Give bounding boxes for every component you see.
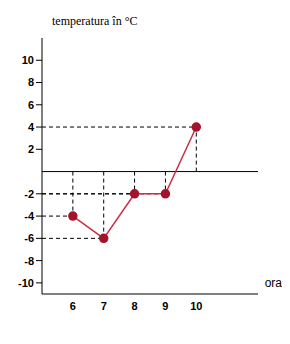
svg-text:-2: -2	[24, 188, 34, 200]
svg-text:10: 10	[22, 54, 34, 66]
html-text:temperatura în °C: temperatura în °C	[52, 14, 138, 28]
svg-text:8: 8	[132, 300, 138, 312]
svg-text:10: 10	[190, 300, 202, 312]
svg-text:7: 7	[101, 300, 107, 312]
svg-text:6: 6	[28, 99, 34, 111]
svg-text:6: 6	[70, 300, 76, 312]
html-text:ora: ora	[264, 276, 282, 290]
svg-text:-8: -8	[24, 255, 34, 267]
svg-text:-4: -4	[24, 210, 35, 222]
svg-text:8: 8	[28, 76, 34, 88]
svg-text:9: 9	[162, 300, 168, 312]
svg-text:-6: -6	[24, 232, 34, 244]
svg-text:-10: -10	[18, 277, 34, 289]
svg-text:2: 2	[28, 143, 34, 155]
svg-text:4: 4	[28, 121, 35, 133]
